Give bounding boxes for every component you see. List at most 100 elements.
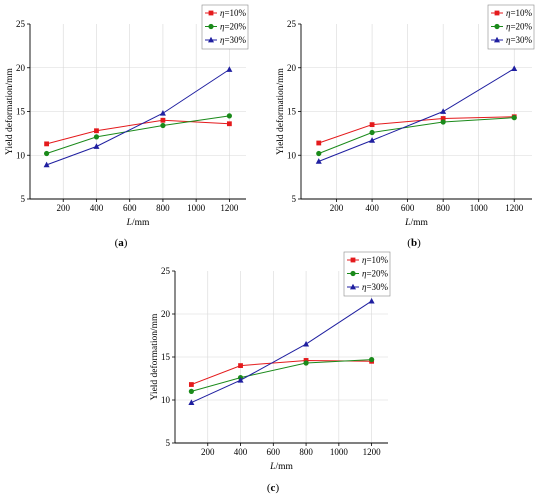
y-tick-label: 20 <box>16 63 26 73</box>
data-point <box>44 141 50 147</box>
data-point <box>511 115 517 121</box>
series-line-2 <box>46 115 230 154</box>
y-tick-label: 5 <box>166 438 171 448</box>
data-point <box>369 356 375 363</box>
x-tick-label: 200 <box>330 203 344 213</box>
data-point <box>94 128 99 134</box>
y-tick-label: 15 <box>16 107 26 117</box>
data-point <box>160 117 166 123</box>
data-point <box>369 122 375 128</box>
series-line-3 <box>318 68 515 162</box>
chart-panel-3: 200 400 600 800 1000 1200 5 10 15 20 25 L/mm Yield d… <box>149 251 391 494</box>
panel-caption: (c) <box>267 482 280 494</box>
legend-marker <box>208 10 214 16</box>
y-tick-label: 15 <box>161 352 171 362</box>
data-point <box>160 122 166 129</box>
data-point <box>316 150 322 157</box>
data-point <box>238 363 243 368</box>
data-point <box>303 360 309 366</box>
y-tick-label: 10 <box>161 395 171 405</box>
data-point <box>159 110 166 116</box>
data-point <box>226 113 232 119</box>
x-tick-label: 1000 <box>187 203 206 213</box>
legend-label: η=30% <box>506 35 533 45</box>
series-line-3 <box>191 300 372 404</box>
legend-marker <box>494 23 500 30</box>
chart-panel-1: 200 400 600 800 1000 1200 5 10 15 20 25 L/mm Yield d… <box>4 4 249 249</box>
x-axis-title: L/mm <box>269 462 293 472</box>
x-tick-label: 200 <box>56 203 70 213</box>
x-axis-title: L/mm <box>126 218 150 228</box>
x-tick-label: 800 <box>299 447 313 457</box>
y-tick-label: 15 <box>287 107 297 117</box>
legend-label: η=10% <box>506 8 533 18</box>
series-line-1 <box>318 116 515 144</box>
data-point <box>44 150 50 157</box>
x-tick-label: 400 <box>365 203 379 213</box>
data-point <box>188 382 194 387</box>
data-point <box>440 108 447 114</box>
x-tick-label: 600 <box>401 203 415 213</box>
legend-label: η=10% <box>220 8 247 18</box>
x-tick-label: 200 <box>201 447 215 457</box>
series-line-2 <box>191 359 372 392</box>
data-point <box>369 137 376 143</box>
x-tick-label: 1000 <box>470 203 489 213</box>
legend-label: η=30% <box>362 282 389 292</box>
x-tick-label: 400 <box>90 203 104 213</box>
x-tick-label: 400 <box>234 447 248 457</box>
data-point <box>226 66 233 72</box>
legend-marker <box>350 257 356 263</box>
legend: η=10% η=20% η=30% <box>487 4 535 50</box>
x-tick-label: 800 <box>156 203 170 213</box>
data-point <box>315 158 322 164</box>
x-tick-label: 1200 <box>220 203 239 213</box>
data-point <box>43 161 50 168</box>
series-line-1 <box>46 119 230 145</box>
legend-label: η=10% <box>362 255 389 265</box>
legend-marker <box>350 283 356 290</box>
series-line-1 <box>191 359 372 385</box>
data-point <box>188 399 195 405</box>
y-tick-label: 10 <box>287 150 297 160</box>
data-point <box>188 388 194 394</box>
x-tick-label: 1200 <box>363 447 382 457</box>
data-point <box>226 121 232 127</box>
legend-label: η=20% <box>506 22 533 32</box>
data-point <box>369 129 375 136</box>
y-tick-label: 5 <box>21 194 26 204</box>
legend-label: η=30% <box>220 35 247 45</box>
x-tick-label: 1200 <box>505 203 524 213</box>
chart-panel-2: 200 400 600 800 1000 1200 5 10 15 20 25 L/mm Yield d… <box>275 4 535 249</box>
legend-marker <box>494 36 500 43</box>
legend-marker <box>494 10 500 16</box>
legend-label: η=20% <box>220 22 247 32</box>
data-point <box>93 143 100 149</box>
data-point <box>237 377 244 383</box>
series-line-3 <box>46 69 230 166</box>
y-tick-label: 25 <box>161 266 171 276</box>
data-point <box>511 65 518 72</box>
y-tick-label: 25 <box>16 19 26 29</box>
y-tick-label: 20 <box>161 309 171 319</box>
data-point <box>440 116 446 121</box>
data-point <box>303 340 310 347</box>
y-tick-label: 25 <box>287 19 297 29</box>
series-line-2 <box>318 117 515 154</box>
legend-label: η=20% <box>362 269 389 279</box>
data-point <box>316 140 322 146</box>
x-tick-label: 600 <box>267 447 281 457</box>
data-point <box>368 297 375 304</box>
x-tick-label: 1000 <box>330 447 349 457</box>
data-point <box>440 119 446 125</box>
legend-marker <box>208 36 214 43</box>
x-tick-label: 600 <box>123 203 137 213</box>
y-axis-title: Yield deformation/mm <box>149 313 160 400</box>
legend: η=10% η=20% η=30% <box>343 251 391 297</box>
panel-caption: (b) <box>407 237 421 249</box>
legend: η=10% η=20% η=30% <box>201 4 249 50</box>
x-tick-label: 800 <box>436 203 450 213</box>
legend-marker <box>208 23 214 30</box>
panel-caption: (a) <box>115 237 128 249</box>
y-tick-label: 20 <box>287 63 297 73</box>
